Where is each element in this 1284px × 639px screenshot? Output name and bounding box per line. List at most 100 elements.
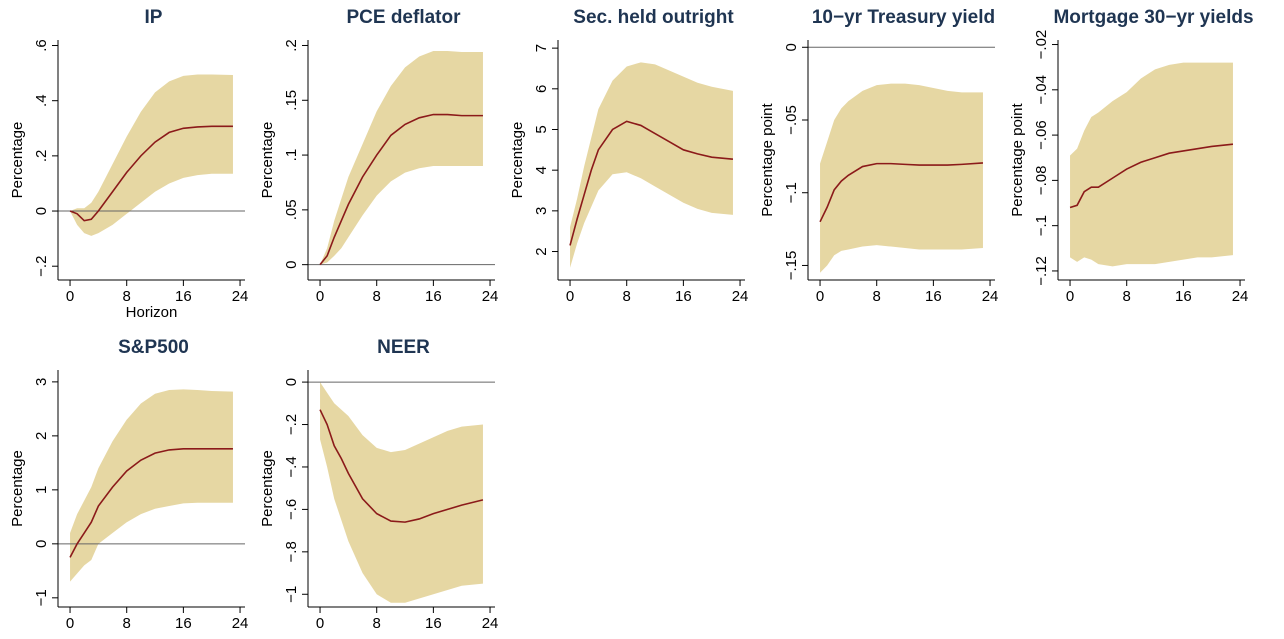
panel: PCE deflator 0 .05 .1 .15 .2 0 8 16 24 Percentage	[259, 7, 498, 305]
confidence-band	[70, 389, 233, 582]
y-tick-label: .05	[283, 199, 300, 220]
x-tick-label: 24	[482, 615, 499, 632]
x-tick-label: 8	[873, 288, 881, 305]
panel: Sec. held outright 2 3 4 5 6 7 0 8 16 24 Percentage	[509, 7, 748, 305]
panel-title: Mortgage 30−yr yields	[1053, 7, 1253, 28]
confidence-band	[70, 74, 233, 236]
x-tick-label: 0	[316, 615, 324, 632]
x-tick-label: 8	[1123, 288, 1131, 305]
confidence-band	[320, 382, 483, 603]
confidence-band	[320, 50, 483, 265]
y-axis-label: Percentage point	[759, 102, 776, 216]
y-tick-label: 2	[33, 432, 50, 440]
y-tick-label: .4	[33, 94, 50, 107]
y-tick-label: −1	[283, 586, 300, 603]
y-tick-label: 0	[783, 43, 800, 51]
y-tick-label: 1	[33, 486, 50, 494]
y-tick-label: −.05	[783, 105, 800, 135]
x-tick-label: 24	[732, 288, 749, 305]
y-tick-label: 0	[33, 207, 50, 215]
y-tick-label: −1	[33, 589, 50, 606]
x-tick-label: 16	[425, 615, 442, 632]
y-tick-label: .6	[33, 39, 50, 52]
y-tick-label: −.02	[1033, 30, 1050, 60]
x-tick-label: 0	[66, 288, 74, 305]
y-tick-label: .2	[33, 150, 50, 163]
x-tick-label: 0	[566, 288, 574, 305]
y-tick-label: −.15	[783, 251, 800, 281]
y-tick-label: 6	[533, 85, 550, 93]
y-tick-label: 2	[533, 247, 550, 255]
y-axis-label: Percentage	[509, 122, 526, 199]
y-axis-label: Percentage	[259, 450, 276, 527]
x-tick-label: 24	[232, 288, 249, 305]
panel: 10−yr Treasury yield −.15 −.1 −.05 0 0 8 16 24 Pe…	[759, 7, 998, 305]
y-axis-label: Percentage	[259, 122, 276, 199]
panel-title: Sec. held outright	[573, 7, 734, 28]
y-tick-label: 5	[533, 125, 550, 133]
x-tick-label: 24	[482, 288, 499, 305]
y-tick-label: −.2	[33, 256, 50, 277]
x-tick-label: 24	[232, 615, 249, 632]
irf-line	[819, 162, 984, 223]
x-tick-label: 24	[1232, 288, 1249, 305]
x-tick-label: 8	[123, 615, 131, 632]
y-tick-label: −.06	[1033, 120, 1050, 150]
confidence-band	[1070, 62, 1233, 267]
panel: S&P500 −1 0 1 2 3 0 8 16 24 Percentage	[9, 337, 248, 632]
panel-title: S&P500	[118, 337, 189, 358]
panel: Mortgage 30−yr yields −.12 −.1 −.08 −.06 −.04…	[1009, 7, 1254, 305]
y-tick-label: 7	[533, 44, 550, 52]
x-tick-label: 16	[175, 288, 192, 305]
irf-line	[319, 409, 484, 523]
y-tick-label: −.4	[283, 456, 300, 477]
x-tick-label: 8	[373, 288, 381, 305]
y-tick-label: −.6	[283, 499, 300, 520]
y-tick-label: −.08	[1033, 166, 1050, 196]
y-axis-label: Percentage point	[1009, 102, 1026, 216]
panel-title: IP	[145, 7, 163, 28]
panel: NEER −1 −.8 −.6 −.4 −.2 0 0 8 16 24 Percentage	[259, 337, 498, 632]
x-tick-label: 0	[66, 615, 74, 632]
y-tick-label: 0	[283, 260, 300, 268]
confidence-band	[570, 62, 733, 268]
irf-line	[569, 120, 734, 246]
y-tick-label: −.04	[1033, 75, 1050, 105]
x-tick-label: 8	[623, 288, 631, 305]
x-tick-label: 24	[982, 288, 999, 305]
y-tick-label: −.1	[783, 182, 800, 203]
x-tick-label: 16	[925, 288, 942, 305]
x-tick-label: 8	[123, 288, 131, 305]
y-tick-label: 0	[283, 378, 300, 386]
panel: IP −.2 0 .2 .4 .6 0 8 16 24 Percentage Horizon	[9, 7, 248, 321]
x-tick-label: 8	[373, 615, 381, 632]
y-tick-label: −.8	[283, 541, 300, 562]
irf-line	[69, 448, 233, 558]
y-tick-label: 3	[533, 207, 550, 215]
panel-title: 10−yr Treasury yield	[812, 7, 995, 28]
y-tick-label: .2	[283, 39, 300, 52]
panel-title: NEER	[377, 337, 430, 358]
irf-line	[319, 113, 483, 266]
x-tick-label: 16	[1175, 288, 1192, 305]
confidence-band	[820, 83, 983, 273]
x-tick-label: 0	[1066, 288, 1074, 305]
x-tick-label: 16	[175, 615, 192, 632]
y-tick-label: .1	[283, 149, 300, 162]
y-axis-label: Percentage	[9, 450, 26, 527]
irf-line	[69, 125, 233, 222]
y-tick-label: −.2	[283, 414, 300, 435]
y-tick-label: −.12	[1033, 256, 1050, 286]
y-tick-label: 3	[33, 378, 50, 386]
irf-line	[1069, 143, 1234, 209]
panel-title: PCE deflator	[346, 7, 461, 28]
y-tick-label: 4	[533, 166, 550, 174]
y-tick-label: 0	[33, 540, 50, 548]
x-axis-label: Horizon	[126, 304, 178, 321]
x-tick-label: 16	[425, 288, 442, 305]
x-tick-label: 0	[316, 288, 324, 305]
x-tick-label: 0	[816, 288, 824, 305]
y-tick-label: −.1	[1033, 215, 1050, 236]
y-tick-label: .15	[283, 90, 300, 111]
